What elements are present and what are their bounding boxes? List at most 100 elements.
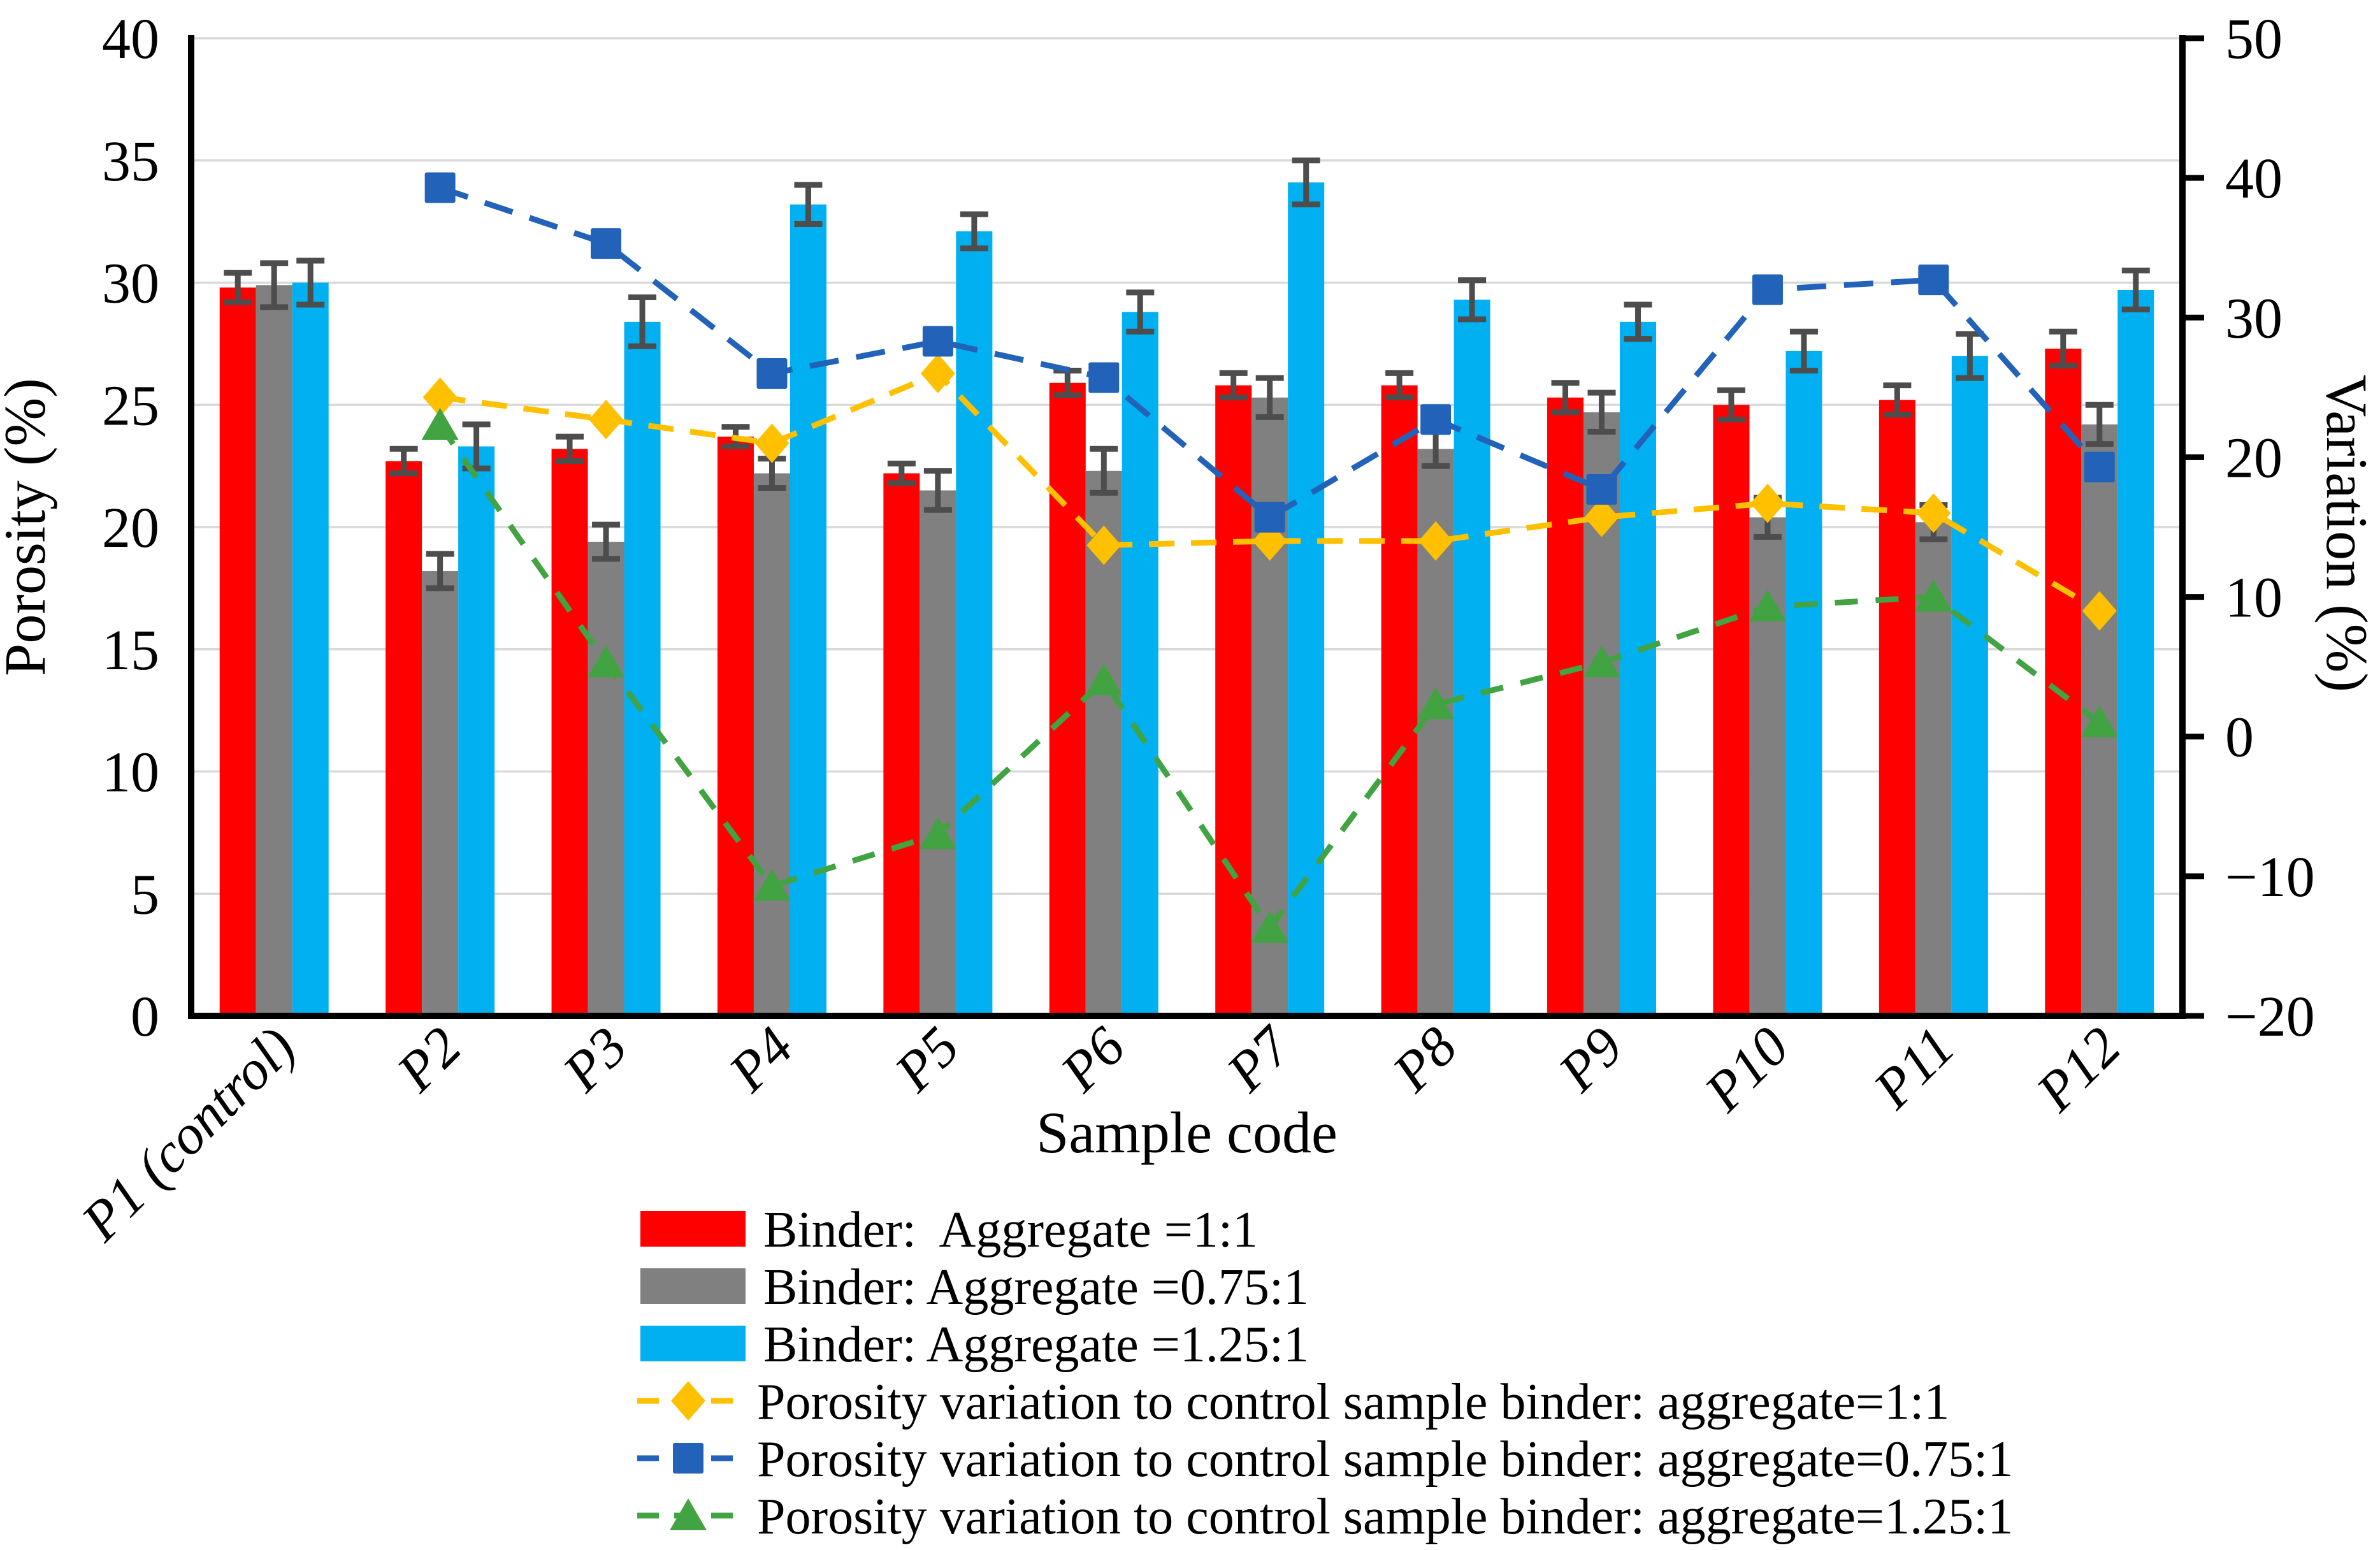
x-category-label-P1: P1 (control)	[69, 1016, 307, 1254]
legend-swatch-cyan	[640, 1326, 746, 1361]
marker-diamond-P8	[1418, 521, 1453, 561]
marker-triangle-P8	[1417, 687, 1455, 720]
bar-gray-P2	[422, 571, 459, 1016]
legend-marker-triangle	[670, 1498, 707, 1530]
x-category-label-P3: P3	[551, 1016, 639, 1104]
legend-label-bar-2: Binder: Aggregate =0.75:1	[763, 1259, 1309, 1315]
x-category-label-P10: P10	[1693, 1016, 1801, 1124]
left-tick-label-5: 5	[131, 863, 159, 926]
legend-label-bar-1: Binder: Aggregate =1:1	[763, 1202, 1258, 1258]
marker-triangle-P4	[753, 869, 791, 901]
marker-triangle-P10	[1749, 589, 1786, 621]
bar-red-P5	[883, 473, 920, 1016]
bar-cyan-P6	[1121, 312, 1158, 1016]
right-tick-label-50: 50	[2225, 8, 2283, 71]
x-category-label-P8: P8	[1381, 1016, 1469, 1104]
right-tick-label-0: 0	[2225, 706, 2254, 769]
marker-diamond-P2	[422, 377, 458, 417]
bar-red-P11	[1879, 400, 1915, 1016]
marker-square-P5	[922, 326, 953, 357]
bar-cyan-P7	[1288, 182, 1325, 1016]
x-category-label-P11: P11	[1862, 1016, 1967, 1121]
marker-triangle-P11	[1915, 579, 1952, 612]
x-category-label-P4: P4	[717, 1016, 805, 1104]
bar-cyan-P3	[624, 321, 661, 1016]
legend-swatch-gray	[640, 1268, 746, 1304]
bar-cyan-P10	[1785, 351, 1822, 1016]
right-tick-label-30: 30	[2225, 287, 2283, 350]
bar-cyan-P4	[790, 204, 826, 1016]
bar-red-P4	[717, 437, 754, 1016]
bar-cyan-P12	[2117, 290, 2154, 1016]
x-category-label-P2: P2	[385, 1016, 473, 1104]
marker-diamond-P10	[1750, 483, 1785, 523]
right-axis-title: Variation (%)	[2314, 375, 2379, 692]
bar-red-P2	[386, 461, 422, 1016]
x-category-label-P7: P7	[1215, 1014, 1304, 1104]
left-tick-label-15: 15	[102, 619, 159, 682]
right-tick-label-−20: −20	[2225, 985, 2315, 1048]
left-tick-label-25: 25	[102, 374, 159, 437]
bar-red-P12	[2045, 349, 2082, 1017]
bar-gray-P3	[588, 542, 624, 1016]
marker-triangle-P5	[919, 817, 956, 850]
marker-diamond-P4	[754, 423, 790, 463]
bar-gray-P4	[753, 473, 790, 1016]
marker-square-P6	[1088, 362, 1120, 393]
left-tick-label-10: 10	[102, 741, 159, 804]
legend-label-bar-3: Binder: Aggregate =1.25:1	[763, 1317, 1309, 1373]
marker-diamond-P3	[589, 400, 624, 440]
marker-triangle-P9	[1583, 645, 1620, 677]
legend-label-line-3: Porosity variation to control sample bin…	[757, 1489, 2013, 1545]
right-tick-label-10: 10	[2225, 567, 2283, 630]
bar-cyan-P2	[458, 446, 495, 1016]
legend-marker-square	[673, 1443, 703, 1474]
marker-triangle-P12	[2081, 705, 2118, 737]
bar-red-P7	[1215, 385, 1252, 1016]
bar-cyan-P8	[1453, 300, 1490, 1017]
marker-square-P8	[1420, 404, 1452, 435]
marker-square-P11	[1918, 264, 1949, 296]
bar-red-P6	[1049, 382, 1086, 1016]
marker-triangle-P2	[421, 408, 459, 440]
marker-diamond-P6	[1086, 525, 1121, 565]
bar-cyan-P11	[1951, 356, 1988, 1016]
bar-gray-P1	[256, 285, 292, 1017]
x-category-label-P9: P9	[1547, 1016, 1634, 1104]
legend-marker-diamond	[671, 1381, 705, 1421]
marker-triangle-P3	[588, 645, 625, 677]
right-tick-label-40: 40	[2225, 147, 2283, 210]
marker-triangle-P6	[1085, 663, 1123, 696]
right-tick-label-−10: −10	[2225, 846, 2315, 909]
bar-red-P9	[1547, 397, 1584, 1016]
bar-gray-P5	[920, 490, 956, 1016]
marker-square-P9	[1586, 474, 1617, 505]
marker-triangle-P7	[1251, 910, 1288, 943]
left-tick-label-0: 0	[131, 985, 159, 1048]
marker-square-P2	[424, 172, 456, 203]
line-square	[439, 185, 2102, 521]
bar-cyan-P9	[1620, 321, 1657, 1016]
marker-square-P4	[756, 358, 788, 389]
x-category-label-P5: P5	[883, 1016, 971, 1104]
bar-red-P10	[1713, 405, 1750, 1016]
marker-square-P3	[591, 228, 622, 259]
bar-red-P1	[219, 287, 256, 1016]
bar-red-P3	[551, 449, 588, 1016]
bar-cyan-P5	[956, 231, 993, 1017]
legend-label-line-2: Porosity variation to control sample bin…	[757, 1431, 2013, 1488]
legend-swatch-red	[640, 1211, 746, 1247]
marker-diamond-P9	[1584, 497, 1619, 537]
line-diamond	[440, 370, 2102, 614]
marker-diamond-P11	[1916, 493, 1951, 533]
left-tick-label-20: 20	[102, 496, 159, 560]
x-axis-title: Sample code	[1036, 1100, 1338, 1165]
bar-cyan-P1	[292, 282, 329, 1016]
left-tick-label-35: 35	[102, 130, 159, 193]
x-category-label-P6: P6	[1049, 1016, 1137, 1104]
x-category-label-P12: P12	[2024, 1016, 2133, 1124]
right-tick-label-20: 20	[2225, 426, 2283, 489]
marker-square-P10	[1752, 274, 1783, 305]
marker-square-P12	[2084, 451, 2115, 482]
